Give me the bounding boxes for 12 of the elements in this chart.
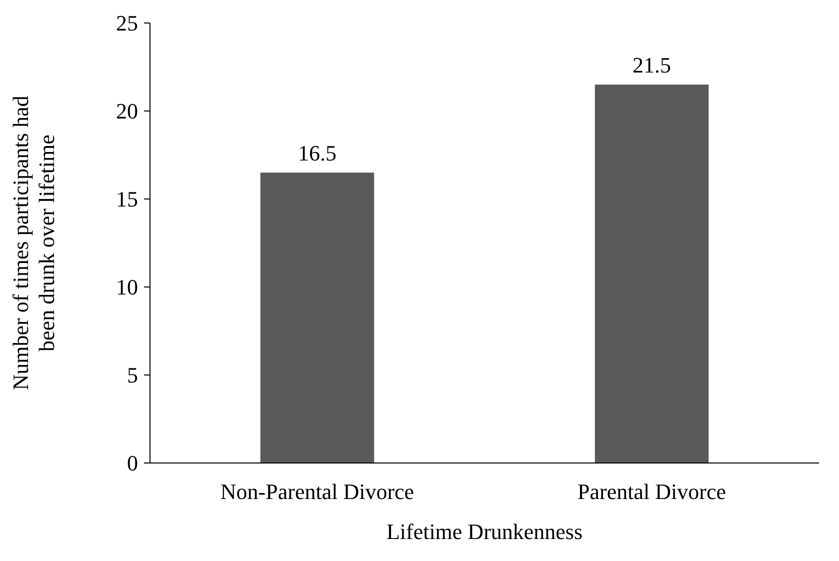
x-tick-label: Parental Divorce [578, 479, 726, 504]
data-label: 21.5 [632, 52, 671, 78]
y-tick-label: 25 [116, 10, 138, 36]
y-axis-title: Number of times participants had been drunk over lifetime [8, 96, 59, 390]
y-tick-label: 20 [116, 98, 138, 124]
y-tick-label: 10 [116, 274, 138, 300]
y-tick-label: 5 [127, 362, 138, 388]
y-tick-label: 0 [127, 450, 138, 476]
x-axis-title: Lifetime Drunkenness [386, 519, 583, 544]
y-tick-label: 15 [116, 186, 138, 212]
x-tick-label: Non-Parental Divorce [220, 479, 414, 504]
data-label: 16.5 [298, 140, 336, 166]
